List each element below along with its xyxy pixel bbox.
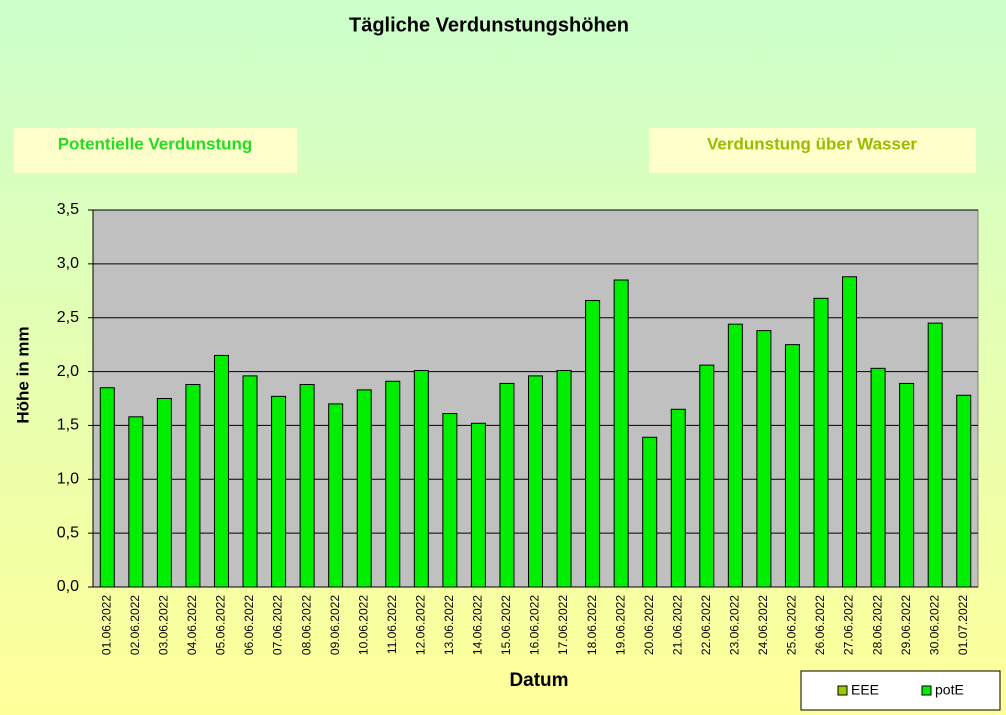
x-tick-label: 08.06.2022 bbox=[299, 595, 313, 655]
bar bbox=[99, 387, 115, 588]
bar bbox=[956, 394, 972, 588]
x-tick-label: 25.06.2022 bbox=[785, 595, 799, 655]
legend-swatch bbox=[837, 685, 848, 696]
y-tick-label: 2,5 bbox=[57, 309, 79, 326]
x-tick-label: 16.06.2022 bbox=[528, 595, 542, 655]
x-tick-label: 15.06.2022 bbox=[499, 595, 513, 655]
bar bbox=[784, 344, 800, 588]
x-tick-label: 12.06.2022 bbox=[413, 595, 427, 655]
bar bbox=[899, 382, 915, 588]
y-tick-label: 0,5 bbox=[57, 524, 79, 541]
annotation-box bbox=[649, 128, 976, 173]
bar bbox=[585, 299, 601, 588]
x-tick-label: 01.06.2022 bbox=[99, 595, 113, 655]
y-tick-label: 3,0 bbox=[57, 255, 79, 272]
x-tick-label: 05.06.2022 bbox=[214, 595, 228, 655]
bar bbox=[642, 436, 658, 588]
legend-label: EEE bbox=[851, 682, 879, 698]
x-tick-label: 26.06.2022 bbox=[813, 595, 827, 655]
bar bbox=[499, 382, 515, 588]
bar bbox=[156, 398, 172, 588]
legend-swatch bbox=[921, 685, 932, 696]
bar bbox=[842, 276, 858, 588]
y-tick-label: 3,5 bbox=[57, 201, 79, 218]
y-tick-label: 1,5 bbox=[57, 417, 79, 434]
chart-title: Tägliche Verdunstungshöhen bbox=[349, 14, 629, 36]
x-tick-label: 10.06.2022 bbox=[356, 595, 370, 655]
x-tick-label: 29.06.2022 bbox=[899, 595, 913, 655]
bar bbox=[271, 395, 287, 588]
x-tick-label: 07.06.2022 bbox=[271, 595, 285, 655]
x-tick-label: 28.06.2022 bbox=[870, 595, 884, 655]
y-axis-label: Höhe in mm bbox=[13, 326, 32, 423]
legend-label: potE bbox=[935, 682, 964, 698]
x-tick-label: 27.06.2022 bbox=[842, 595, 856, 655]
bar bbox=[328, 403, 344, 588]
x-tick-label: 03.06.2022 bbox=[157, 595, 171, 655]
bar bbox=[927, 322, 943, 588]
x-tick-label: 22.06.2022 bbox=[699, 595, 713, 655]
x-tick-label: 21.06.2022 bbox=[670, 595, 684, 655]
x-axis-label: Datum bbox=[509, 670, 568, 691]
x-tick-label: 30.06.2022 bbox=[927, 595, 941, 655]
bar bbox=[385, 380, 401, 588]
x-tick-label: 04.06.2022 bbox=[185, 595, 199, 655]
bar bbox=[413, 369, 429, 588]
bar bbox=[870, 367, 886, 588]
y-tick-label: 0,0 bbox=[57, 578, 79, 595]
x-tick-label: 23.06.2022 bbox=[728, 595, 742, 655]
bar bbox=[670, 408, 686, 588]
x-tick-label: 01.07.2022 bbox=[956, 595, 970, 655]
y-tick-label: 2,0 bbox=[57, 363, 79, 380]
bar bbox=[528, 375, 543, 588]
bar bbox=[727, 323, 743, 588]
annotation-box bbox=[14, 128, 297, 173]
bar bbox=[242, 375, 258, 588]
bar bbox=[128, 416, 144, 588]
bar bbox=[213, 354, 229, 588]
x-tick-label: 14.06.2022 bbox=[471, 595, 485, 655]
bar bbox=[556, 369, 572, 588]
x-tick-label: 19.06.2022 bbox=[613, 595, 627, 655]
x-tick-label: 18.06.2022 bbox=[585, 595, 599, 655]
x-tick-label: 02.06.2022 bbox=[128, 595, 142, 655]
x-tick-label: 13.06.2022 bbox=[442, 595, 456, 655]
bar bbox=[756, 330, 772, 588]
bar bbox=[356, 389, 372, 588]
bar bbox=[699, 364, 715, 588]
y-tick-label: 1,0 bbox=[57, 471, 79, 488]
bar bbox=[470, 422, 486, 588]
bar bbox=[813, 297, 829, 588]
x-tick-label: 24.06.2022 bbox=[756, 595, 770, 655]
bar bbox=[613, 279, 629, 588]
bar bbox=[185, 383, 201, 588]
annotation: Potentielle Verdunstung bbox=[58, 134, 253, 153]
annotation: Verdunstung über Wasser bbox=[707, 134, 917, 153]
bar bbox=[442, 413, 458, 588]
x-tick-label: 20.06.2022 bbox=[642, 595, 656, 655]
x-tick-label: 17.06.2022 bbox=[556, 595, 570, 655]
x-tick-label: 11.06.2022 bbox=[385, 595, 399, 654]
bar bbox=[299, 383, 315, 588]
x-tick-label: 06.06.2022 bbox=[242, 595, 256, 655]
x-tick-label: 09.06.2022 bbox=[328, 595, 342, 655]
legend bbox=[800, 670, 1001, 711]
